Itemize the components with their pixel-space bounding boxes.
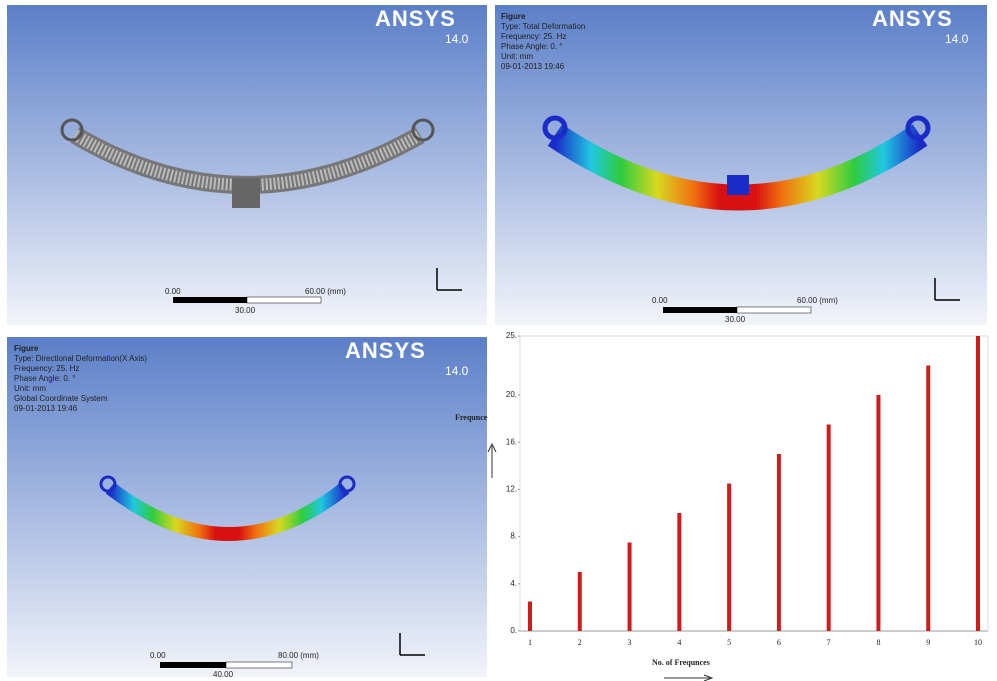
bar	[926, 366, 930, 632]
panel-total-deformation: ANSYS 14.0 Figure Type: Total Deformatio…	[495, 5, 987, 325]
bar	[727, 484, 731, 632]
y-tick-label: 25.	[506, 331, 517, 340]
scale-label: 0.00	[652, 296, 668, 305]
logo: ANSYS	[375, 6, 456, 31]
x-tick-label: 3	[628, 638, 632, 647]
x-tick-label: 2	[578, 638, 582, 647]
scale-label: 0.00	[165, 287, 181, 296]
logo: ANSYS	[872, 6, 953, 31]
info-line: Frequency: 25. Hz	[501, 32, 566, 41]
info-line: 09-01-2013 19:46	[501, 62, 565, 71]
scale-label: 40.00	[213, 670, 234, 679]
version: 14.0	[445, 32, 469, 46]
info-line: Figure	[14, 344, 39, 353]
info-line: Frequency: 25. Hz	[14, 364, 79, 373]
figure: ANSYS 14.0 0.00 60.00 (mm) 30.00 ANSYS 1…	[0, 0, 997, 681]
y-tick-label: 16.	[506, 437, 517, 446]
x-tick-label: 10	[974, 638, 982, 647]
x-tick-label: 4	[677, 638, 681, 647]
x-axis-label: No. of Frequnces	[652, 658, 710, 667]
bar	[628, 543, 632, 632]
scale-label: 60.00 (mm)	[305, 287, 346, 296]
panel-directional-deformation: ANSYS 14.0 Figure Type: Directional Defo…	[7, 337, 487, 679]
panel-geometry: ANSYS 14.0 0.00 60.00 (mm) 30.00	[7, 5, 487, 325]
info-line: 09-01-2013 19:46	[14, 404, 78, 413]
bar	[876, 395, 880, 631]
info-line: Phase Angle: 0. °	[14, 374, 75, 383]
info-line: Type: Directional Deformation(X Axis)	[14, 354, 147, 363]
version: 14.0	[945, 32, 969, 46]
bar	[677, 513, 681, 631]
x-tick-label: 6	[777, 638, 781, 647]
x-tick-label: 7	[827, 638, 831, 647]
info-line: Global Coordinate System	[14, 394, 108, 403]
info-line: Unit: mm	[14, 384, 46, 393]
y-tick-label: 8.	[510, 532, 517, 541]
y-tick-label: 20.	[506, 390, 517, 399]
scale-label: 60.00 (mm)	[797, 296, 838, 305]
y-tick-label: 0.	[510, 626, 517, 635]
y-axis-label: Frequnce	[455, 413, 488, 422]
scale-label: 80.00 (mm)	[278, 651, 319, 660]
x-tick-label: 1	[528, 638, 532, 647]
y-tick-label: 12.	[506, 485, 517, 494]
x-tick-label: 5	[727, 638, 731, 647]
bar	[827, 425, 831, 632]
bar	[976, 336, 980, 631]
bar-chart: Frequnce No. of Frequnces 0. 4. 8. 12. 16. 20…	[455, 331, 988, 681]
scale-label: 30.00	[235, 306, 256, 315]
logo: ANSYS	[345, 338, 426, 363]
info-line: Figure	[501, 12, 526, 21]
x-tick-label: 8	[876, 638, 880, 647]
y-tick-label: 4.	[510, 579, 517, 588]
x-tick-label: 9	[926, 638, 930, 647]
version: 14.0	[445, 364, 469, 378]
bar	[777, 454, 781, 631]
info-line: Phase Angle: 0. °	[501, 42, 562, 51]
info-line: Unit: mm	[501, 52, 533, 61]
bar	[528, 602, 532, 632]
scale-label: 0.00	[150, 651, 166, 660]
bar	[578, 572, 582, 631]
scale-label: 30.00	[725, 315, 746, 324]
info-line: Type: Total Deformation	[501, 22, 585, 31]
